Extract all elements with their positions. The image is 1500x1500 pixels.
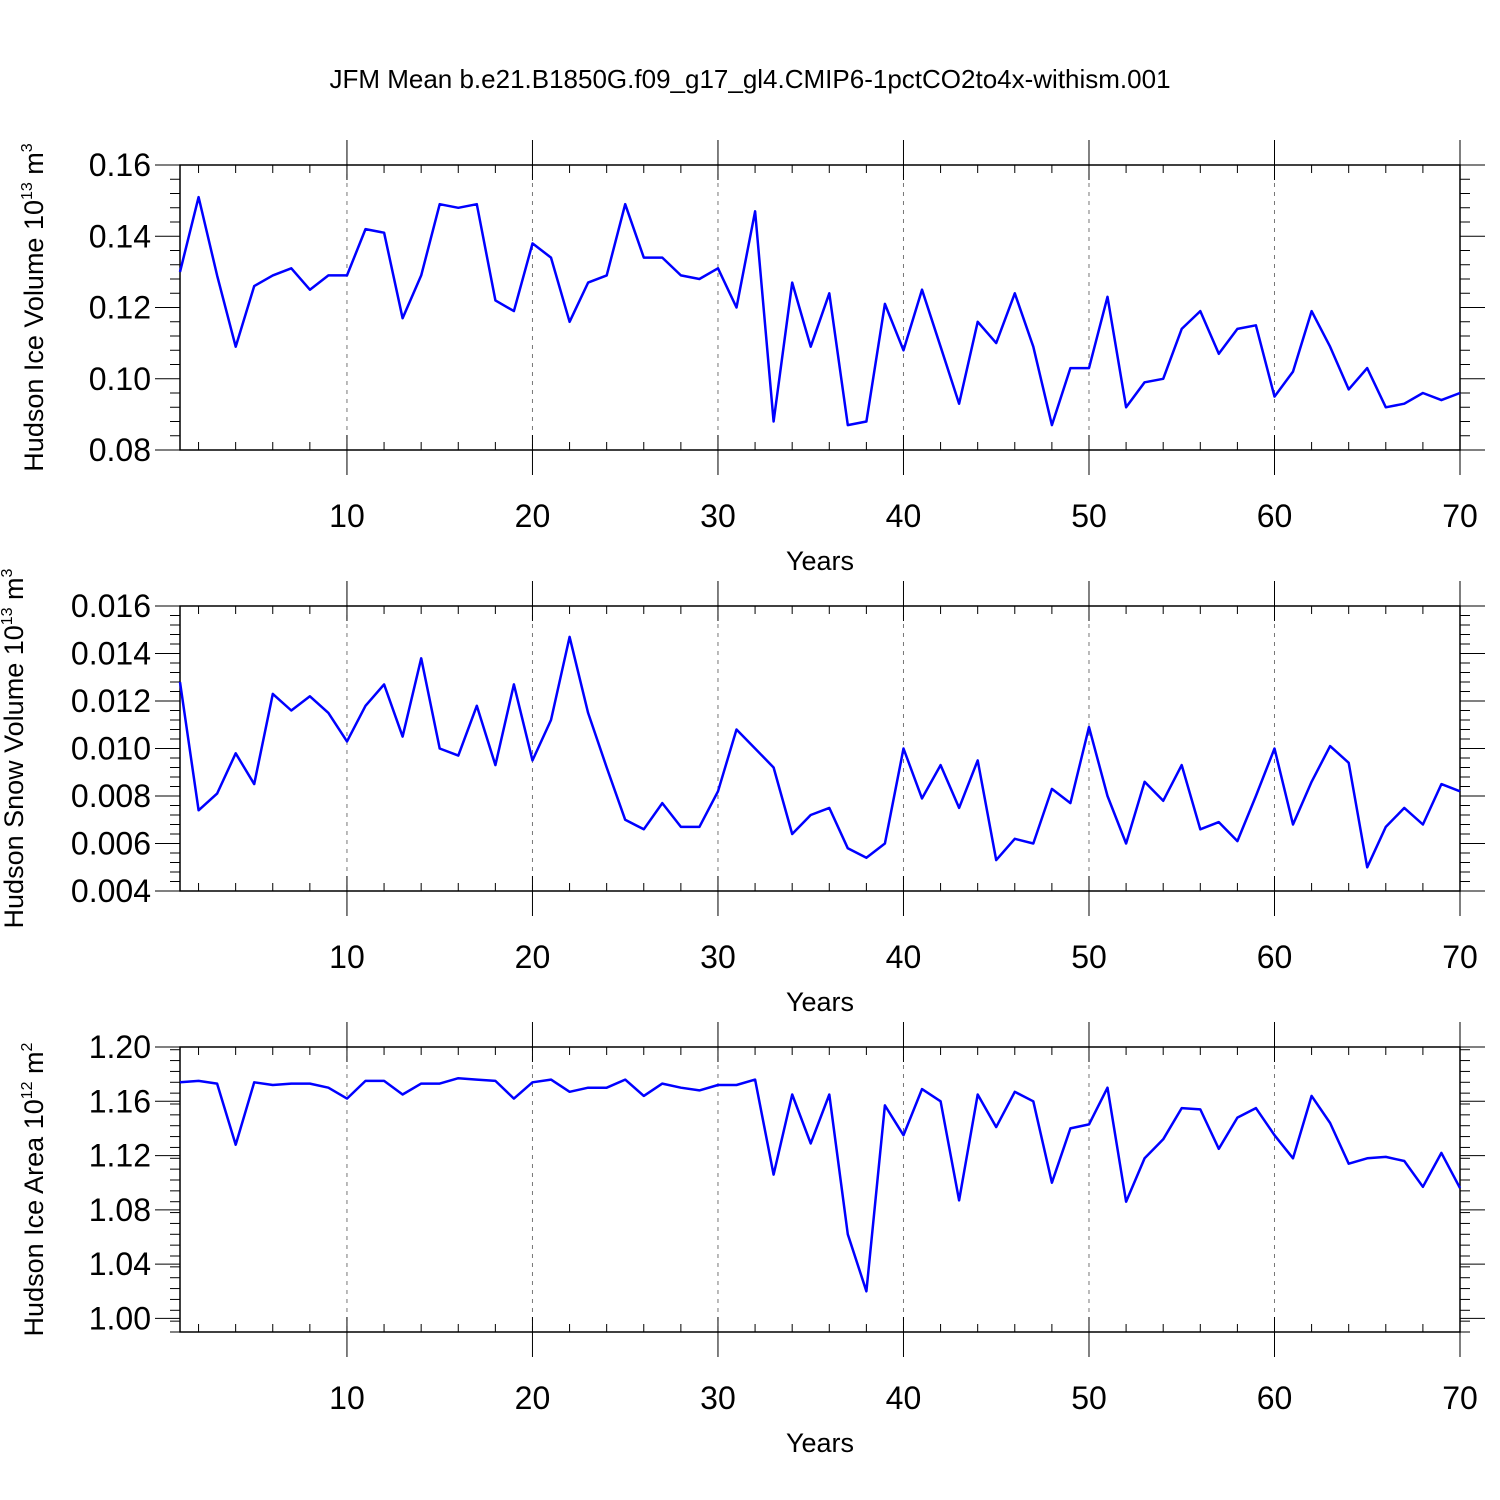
y-axis-title-unit-exponent: 3 <box>19 143 36 152</box>
y-tick-label: 1.00 <box>89 1300 151 1336</box>
y-tick-label: 0.12 <box>89 290 151 326</box>
x-tick-label: 10 <box>329 498 365 534</box>
y-axis-title: Hudson Ice Area 1012 m2 <box>19 1042 49 1336</box>
y-axis-title: Hudson Snow Volume 1013 m3 <box>0 568 29 928</box>
x-tick-label: 60 <box>1257 939 1293 975</box>
y-axis-title-text: Hudson Ice Area 10 <box>19 1099 49 1336</box>
x-tick-label: 40 <box>886 498 922 534</box>
y-tick-label: 0.006 <box>71 826 151 862</box>
y-axis-title-text: Hudson Ice Volume 10 <box>19 200 49 472</box>
page-title: JFM Mean b.e21.B1850G.f09_g17_gl4.CMIP6-… <box>329 64 1171 94</box>
y-axis-title-unit: m <box>0 577 29 607</box>
x-axis-title: Years <box>786 987 854 1017</box>
y-axis-title-exponent: 13 <box>0 607 16 625</box>
x-tick-label: 50 <box>1071 1380 1107 1416</box>
x-tick-label: 30 <box>700 1380 736 1416</box>
x-tick-label: 70 <box>1442 939 1478 975</box>
y-axis-title: Hudson Ice Volume 1013 m3 <box>19 143 49 471</box>
y-tick-label: 1.12 <box>89 1138 151 1174</box>
x-tick-label: 70 <box>1442 1380 1478 1416</box>
x-tick-label: 10 <box>329 1380 365 1416</box>
y-axis-title-unit-exponent: 2 <box>19 1042 36 1051</box>
y-tick-label: 0.010 <box>71 731 151 767</box>
x-tick-label: 50 <box>1071 498 1107 534</box>
y-tick-label: 0.014 <box>71 636 151 672</box>
x-tick-label: 60 <box>1257 498 1293 534</box>
x-axis-title: Years <box>786 1428 854 1458</box>
x-tick-label: 20 <box>515 939 551 975</box>
y-axis-title-unit: m <box>19 152 49 182</box>
y-tick-label: 1.08 <box>89 1192 151 1228</box>
y-tick-label: 0.008 <box>71 778 151 814</box>
x-tick-label: 40 <box>886 939 922 975</box>
y-tick-label: 0.14 <box>89 218 151 254</box>
plot-frame <box>179 1046 1461 1333</box>
x-tick-label: 50 <box>1071 939 1107 975</box>
series-line <box>179 1076 1462 1293</box>
plot-frame <box>179 605 1461 892</box>
y-tick-label: 0.16 <box>89 147 151 183</box>
x-tick-label: 60 <box>1257 1380 1293 1416</box>
x-tick-label: 20 <box>515 1380 551 1416</box>
x-tick-label: 20 <box>515 498 551 534</box>
y-tick-label: 1.04 <box>89 1246 151 1282</box>
x-tick-label: 30 <box>700 939 736 975</box>
y-axis-title-exponent: 13 <box>19 182 36 200</box>
y-axis-title-unit-exponent: 3 <box>0 568 16 577</box>
chart-panel-3: 10 20 30 40 50 60 70 1.00 1.04 1.08 1.12 1.16 1.20 Ye… <box>19 1022 1485 1458</box>
x-tick-label: 30 <box>700 498 736 534</box>
y-tick-label: 1.16 <box>89 1083 151 1119</box>
y-axis-title-text: Hudson Snow Volume 10 <box>0 625 29 928</box>
y-tick-label: 0.012 <box>71 683 151 719</box>
x-tick-label: 70 <box>1442 498 1478 534</box>
chart-panel-1: 10 20 30 40 50 60 70 0.08 0.10 0.12 0.14 0.16 Years H… <box>19 140 1485 576</box>
y-tick-label: 0.08 <box>89 432 151 468</box>
y-tick-label: 1.20 <box>89 1029 151 1065</box>
chart-panel-2: 10 20 30 40 50 60 70 0.004 0.006 0.008 0.010 0.012 0… <box>0 568 1485 1017</box>
series-line <box>178 635 1461 869</box>
x-axis-title: Years <box>786 546 854 576</box>
y-tick-label: 0.10 <box>89 361 151 397</box>
x-tick-label: 10 <box>329 939 365 975</box>
series-line <box>178 195 1461 427</box>
y-axis-title-unit: m <box>19 1051 49 1081</box>
x-tick-label: 40 <box>886 1380 922 1416</box>
plot-frame <box>179 164 1461 451</box>
y-tick-label: 0.016 <box>71 588 151 624</box>
y-tick-label: 0.004 <box>71 873 151 909</box>
y-axis-title-exponent: 12 <box>19 1081 36 1099</box>
